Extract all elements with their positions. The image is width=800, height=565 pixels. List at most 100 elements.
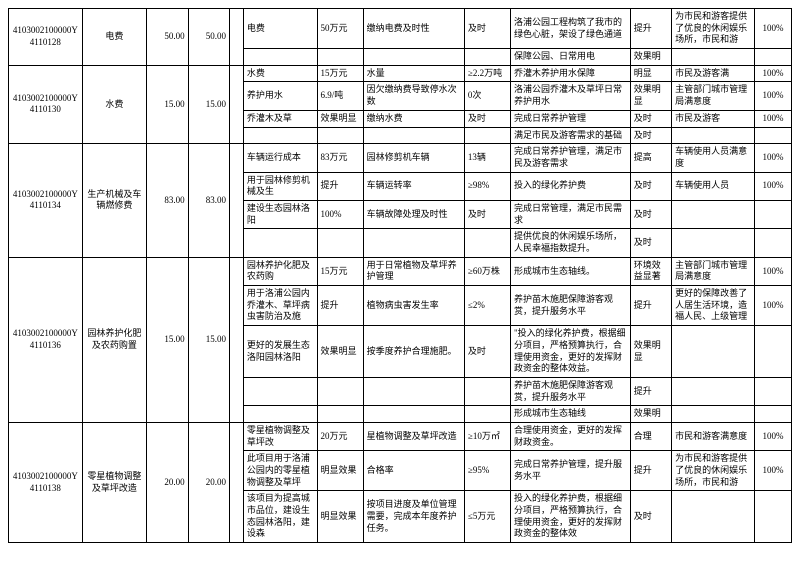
cell-c11: 提升	[630, 286, 671, 326]
cell-c11: 效果明	[630, 406, 671, 423]
cell-c9: ≤2%	[464, 286, 510, 326]
cell-c12	[672, 229, 755, 257]
cell-c6: 该项目为提高城市品位，建设生态园林洛阳，建设森	[243, 491, 317, 543]
cell-c13	[755, 377, 792, 405]
cell-c9: ≤5万元	[464, 491, 510, 543]
spacer	[230, 9, 244, 66]
project-name: 园林养护化肥及农药购置	[82, 257, 146, 422]
amount-2: 83.00	[188, 144, 229, 258]
cell-c7	[317, 229, 363, 257]
cell-c7	[317, 406, 363, 423]
cell-c13: 100%	[755, 172, 792, 200]
cell-c7: 15万元	[317, 257, 363, 285]
cell-c7	[317, 49, 363, 66]
cell-c11: 及时	[630, 127, 671, 144]
cell-c7: 效果明显	[317, 110, 363, 127]
cell-c9: 0次	[464, 82, 510, 110]
cell-c13	[755, 200, 792, 228]
cell-c13	[755, 406, 792, 423]
cell-c12	[672, 491, 755, 543]
project-name: 水费	[82, 65, 146, 143]
cell-c11: 提升	[630, 377, 671, 405]
cell-c10: 合理使用资金，更好的发挥财政资金。	[510, 422, 630, 450]
cell-c13	[755, 229, 792, 257]
cell-c10: 完成日常养护管理，满足市民及游客需求	[510, 144, 630, 172]
cell-c8	[363, 229, 464, 257]
project-name: 电费	[82, 9, 146, 66]
cell-c6: 用于园林修剪机械及生	[243, 172, 317, 200]
cell-c6: 园林养护化肥及农药购	[243, 257, 317, 285]
cell-c8: 车辆运转率	[363, 172, 464, 200]
cell-c12: 市民及游客满	[672, 65, 755, 82]
cell-c10: 形成城市生态轴线	[510, 406, 630, 423]
cell-c10: 完成日常养护管理	[510, 110, 630, 127]
amount-1: 15.00	[147, 257, 188, 422]
cell-c11: 明显	[630, 65, 671, 82]
amount-2: 15.00	[188, 257, 229, 422]
cell-c10: 乔灌木养护用水保障	[510, 65, 630, 82]
cell-c13	[755, 127, 792, 144]
cell-c11: 环境效益显著	[630, 257, 671, 285]
cell-c7	[317, 127, 363, 144]
cell-c10: 完成日常管理，满足市民需求	[510, 200, 630, 228]
cell-c8: 合格率	[363, 451, 464, 491]
cell-c11: 及时	[630, 172, 671, 200]
cell-c6	[243, 406, 317, 423]
cell-c12: 更好的保障改善了人居生活环境，造福人民、上级管理	[672, 286, 755, 326]
cell-c7: 提升	[317, 286, 363, 326]
cell-c8	[363, 127, 464, 144]
cell-c9: ≥95%	[464, 451, 510, 491]
cell-c7: 明显效果	[317, 451, 363, 491]
cell-c8: 缴纳水费	[363, 110, 464, 127]
cell-c13: 100%	[755, 65, 792, 82]
cell-c7: 明显效果	[317, 491, 363, 543]
cell-c10: 形成城市生态轴线。	[510, 257, 630, 285]
cell-c11: 及时	[630, 491, 671, 543]
cell-c12	[672, 326, 755, 378]
cell-c10: 养护苗木施肥保障游客观赏，提升服务水平	[510, 377, 630, 405]
cell-c13: 100%	[755, 422, 792, 450]
amount-1: 83.00	[147, 144, 188, 258]
cell-c11: 效果明显	[630, 326, 671, 378]
cell-c10: 洛浦公园乔灌木及草坪日常养护用水	[510, 82, 630, 110]
cell-c8: 因欠缴纳费导致停水次数	[363, 82, 464, 110]
cell-c9	[464, 49, 510, 66]
cell-c12	[672, 406, 755, 423]
cell-c12: 市民及游客	[672, 110, 755, 127]
cell-c10: 洛浦公园工程构筑了我市的绿色心脏，架设了绿色通道	[510, 9, 630, 49]
cell-c8	[363, 377, 464, 405]
cell-c11: 及时	[630, 110, 671, 127]
project-id: 4103002100000Y4110130	[9, 65, 83, 143]
project-id: 4103002100000Y4110128	[9, 9, 83, 66]
cell-c9: 及时	[464, 110, 510, 127]
project-name: 零星植物调整及草坪改造	[82, 422, 146, 542]
spacer	[230, 65, 244, 143]
cell-c11: 效果明显	[630, 82, 671, 110]
spacer	[230, 257, 244, 422]
cell-c10: 提供优良的休闲娱乐场所，人民幸福指数提升。	[510, 229, 630, 257]
cell-c13	[755, 326, 792, 378]
cell-c6: 零星植物调整及草坪改	[243, 422, 317, 450]
table-row: 4103002100000Y4110128电费50.0050.00电费50万元缴…	[9, 9, 792, 49]
cell-c13	[755, 491, 792, 543]
cell-c7: 83万元	[317, 144, 363, 172]
spacer	[230, 422, 244, 542]
cell-c12: 市民和游客满意度	[672, 422, 755, 450]
cell-c6: 养护用水	[243, 82, 317, 110]
cell-c7: 效果明显	[317, 326, 363, 378]
cell-c8: 植物病虫害发生率	[363, 286, 464, 326]
cell-c12: 主管部门城市管理局满意度	[672, 82, 755, 110]
amount-1: 20.00	[147, 422, 188, 542]
cell-c9	[464, 229, 510, 257]
cell-c8	[363, 49, 464, 66]
cell-c6: 用于洛浦公园内乔灌木、草坪病虫害防治及施	[243, 286, 317, 326]
cell-c7: 6.9/吨	[317, 82, 363, 110]
cell-c7	[317, 377, 363, 405]
budget-table: 4103002100000Y4110128电费50.0050.00电费50万元缴…	[8, 8, 792, 543]
cell-c10: 保障公园、日常用电	[510, 49, 630, 66]
amount-1: 50.00	[147, 9, 188, 66]
cell-c13: 100%	[755, 9, 792, 49]
cell-c9: 及时	[464, 200, 510, 228]
cell-c6: 水费	[243, 65, 317, 82]
cell-c8: 车辆故障处理及时性	[363, 200, 464, 228]
